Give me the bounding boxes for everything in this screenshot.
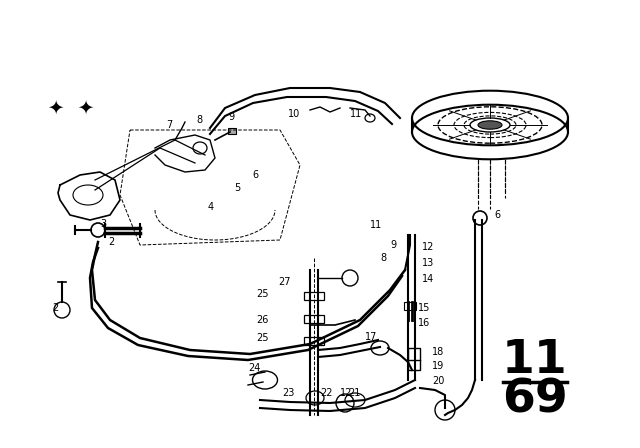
Ellipse shape xyxy=(470,118,510,132)
Text: 15: 15 xyxy=(418,303,430,313)
Text: 8: 8 xyxy=(196,115,202,125)
Text: 9: 9 xyxy=(228,112,234,122)
Text: 13: 13 xyxy=(422,258,435,268)
Text: 5: 5 xyxy=(234,183,240,193)
Text: 6: 6 xyxy=(494,210,500,220)
Text: 2: 2 xyxy=(52,303,58,313)
Text: 4: 4 xyxy=(208,202,214,212)
Text: 11: 11 xyxy=(502,337,568,383)
Bar xyxy=(304,315,324,323)
Text: 22: 22 xyxy=(320,388,333,398)
Text: 16: 16 xyxy=(418,318,430,328)
Text: 10: 10 xyxy=(288,109,300,119)
Text: 21: 21 xyxy=(348,388,360,398)
Text: 7: 7 xyxy=(166,120,172,130)
Text: 11: 11 xyxy=(370,220,382,230)
Text: 17: 17 xyxy=(365,332,378,342)
Text: 25: 25 xyxy=(256,289,269,299)
Text: 20: 20 xyxy=(432,376,444,386)
Text: 23: 23 xyxy=(282,388,294,398)
Bar xyxy=(228,128,236,134)
Text: 24: 24 xyxy=(248,363,260,373)
Bar xyxy=(404,302,416,310)
Bar xyxy=(304,337,324,345)
Text: 25: 25 xyxy=(256,333,269,343)
Text: 11: 11 xyxy=(350,109,362,119)
Text: 8: 8 xyxy=(380,253,386,263)
Text: ✦  ✦: ✦ ✦ xyxy=(48,99,94,117)
Text: 12: 12 xyxy=(422,242,435,252)
Text: 18: 18 xyxy=(432,347,444,357)
Text: 12: 12 xyxy=(340,388,353,398)
Text: 27: 27 xyxy=(278,277,291,287)
Text: 26: 26 xyxy=(256,315,268,325)
Bar xyxy=(408,348,420,370)
Ellipse shape xyxy=(478,121,502,129)
Text: 69: 69 xyxy=(502,378,568,422)
Text: 2: 2 xyxy=(108,237,115,247)
Text: 6: 6 xyxy=(252,170,258,180)
Text: 19: 19 xyxy=(432,361,444,371)
Bar xyxy=(304,292,324,300)
Text: 14: 14 xyxy=(422,274,435,284)
Text: 9: 9 xyxy=(390,240,396,250)
Text: 3: 3 xyxy=(100,219,106,229)
